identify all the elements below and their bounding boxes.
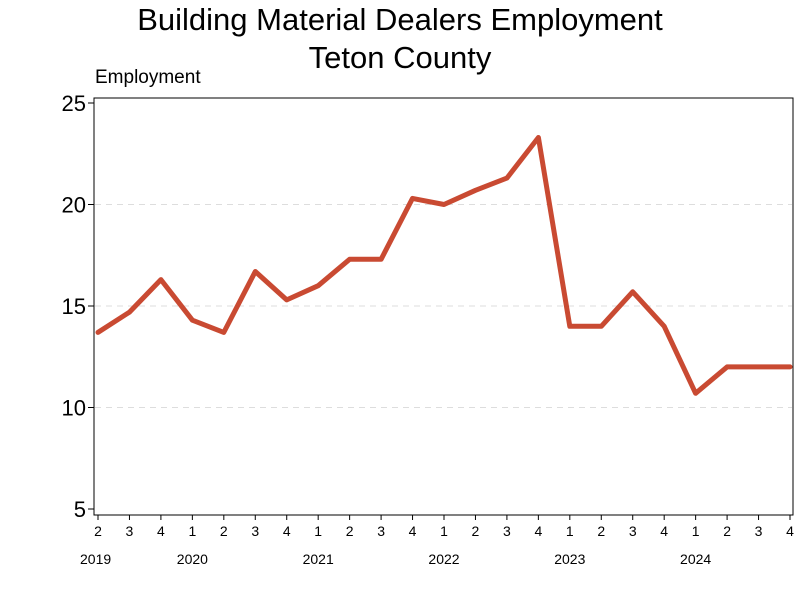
year-label: 2024 <box>680 551 711 567</box>
x-tick-label: 1 <box>188 523 196 539</box>
x-tick-label: 3 <box>251 523 259 539</box>
x-tick-label: 3 <box>503 523 511 539</box>
x-tick-label: 2 <box>94 523 102 539</box>
x-tick-label: 3 <box>755 523 763 539</box>
y-tick-label: 20 <box>62 193 86 218</box>
year-label: 2020 <box>177 551 208 567</box>
chart-subtitle: Teton County <box>308 40 492 75</box>
x-tick-label: 1 <box>314 523 322 539</box>
x-tick-label: 4 <box>157 523 165 539</box>
y-tick-label: 10 <box>62 396 86 421</box>
x-tick-label: 3 <box>377 523 385 539</box>
year-label: 2022 <box>428 551 459 567</box>
x-tick-label: 1 <box>566 523 574 539</box>
x-tick-label: 2 <box>723 523 731 539</box>
year-label: 2019 <box>80 551 111 567</box>
x-tick-label: 2 <box>220 523 228 539</box>
x-tick-label: 1 <box>440 523 448 539</box>
chart-title: Building Material Dealers Employment <box>137 2 663 37</box>
y-tick-label: 15 <box>62 294 86 319</box>
y-axis: 5 10 15 20 25 <box>62 91 94 522</box>
x-tick-label: 2 <box>472 523 480 539</box>
x-tick-label: 4 <box>534 523 542 539</box>
y-tick-label: 25 <box>62 91 86 116</box>
x-axis: 2 3 4 1 2 3 4 1 2 3 4 1 2 3 4 1 2 3 4 1 2 3 4 <box>94 515 794 539</box>
x-tick-label: 4 <box>786 523 794 539</box>
x-tick-label: 4 <box>409 523 417 539</box>
y-axis-label: Employment <box>95 67 201 88</box>
x-tick-label: 4 <box>660 523 668 539</box>
series-line <box>95 135 793 396</box>
x-tick-label: 3 <box>126 523 134 539</box>
year-labels: 2019 2020 2021 2022 2023 2024 <box>80 551 711 567</box>
year-label: 2023 <box>554 551 585 567</box>
x-tick-label: 2 <box>346 523 354 539</box>
x-tick-label: 3 <box>629 523 637 539</box>
y-tick-label: 5 <box>74 497 86 522</box>
x-tick-label: 2 <box>597 523 605 539</box>
x-tick-label: 1 <box>692 523 700 539</box>
year-label: 2021 <box>303 551 334 567</box>
x-tick-label: 4 <box>283 523 291 539</box>
